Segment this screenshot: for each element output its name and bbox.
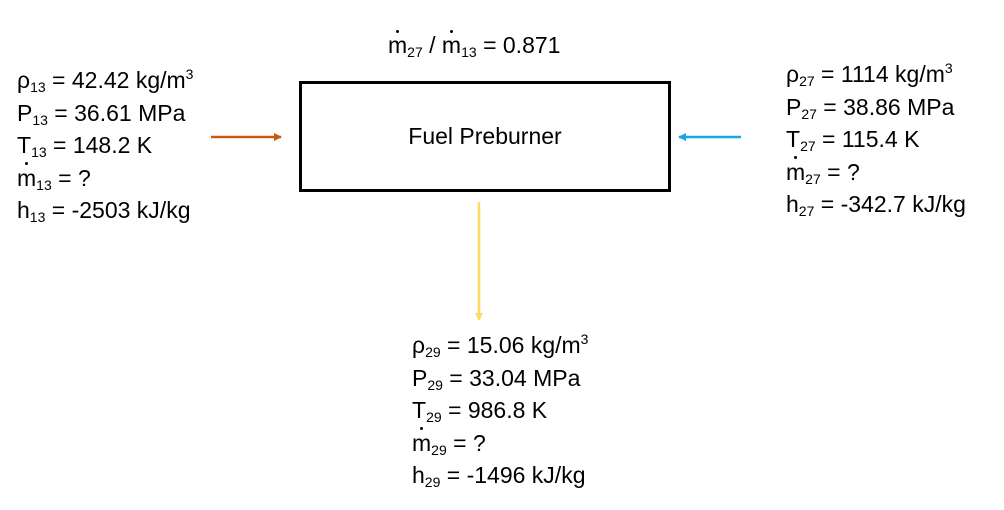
temperature-27: T27 = 115.4 K <box>786 126 920 154</box>
fuel-preburner-box: Fuel Preburner <box>299 81 671 192</box>
pressure-29: P29 = 33.04 MPa <box>412 364 581 393</box>
pressure-27: P27 = 38.86 MPa <box>786 93 955 122</box>
mass-flow-ratio: m27 / m13 = 0.871 <box>388 30 560 67</box>
enthalpy-13: h13 = -2503 kJ/kg <box>17 197 191 225</box>
rho-13: ρ13 = 42.42 kg/m3 <box>17 66 194 95</box>
fuel-preburner-label: Fuel Preburner <box>408 123 562 149</box>
rho-29: ρ29 = 15.06 kg/m3 <box>412 331 589 360</box>
mass-flow-13: m13 = ? <box>17 161 193 195</box>
mass-flow-27: m27 = ? <box>786 155 966 189</box>
enthalpy-29: h29 = -1496 kJ/kg <box>412 462 586 490</box>
enthalpy-27: h27 = -342.7 kJ/kg <box>786 191 966 219</box>
mass-flow-29: m29 = ? <box>412 426 588 460</box>
pressure-13: P13 = 36.61 MPa <box>17 99 186 128</box>
mdot-13-symbol: m <box>441 30 462 58</box>
stream-27-properties: ρ27 = 1114 kg/m3 P27 = 38.86 MPa T27 = 1… <box>786 58 966 221</box>
stream-29-properties: ρ29 = 15.06 kg/m3 P29 = 33.04 MPa T29 = … <box>412 329 588 492</box>
mdot-27-subscript: 27 <box>407 44 423 60</box>
ratio-value: = 0.871 <box>483 32 561 58</box>
temperature-29: T29 = 986.8 K <box>412 397 548 425</box>
stream-13-properties: ρ13 = 42.42 kg/m3 P13 = 36.61 MPa T13 = … <box>17 64 193 227</box>
rho-27: ρ27 = 1114 kg/m3 <box>786 60 953 89</box>
mdot-27-symbol: m <box>388 30 408 58</box>
temperature-13: T13 = 148.2 K <box>17 132 153 160</box>
mdot-13-subscript: 13 <box>461 44 477 60</box>
ratio-separator: / <box>429 32 436 58</box>
